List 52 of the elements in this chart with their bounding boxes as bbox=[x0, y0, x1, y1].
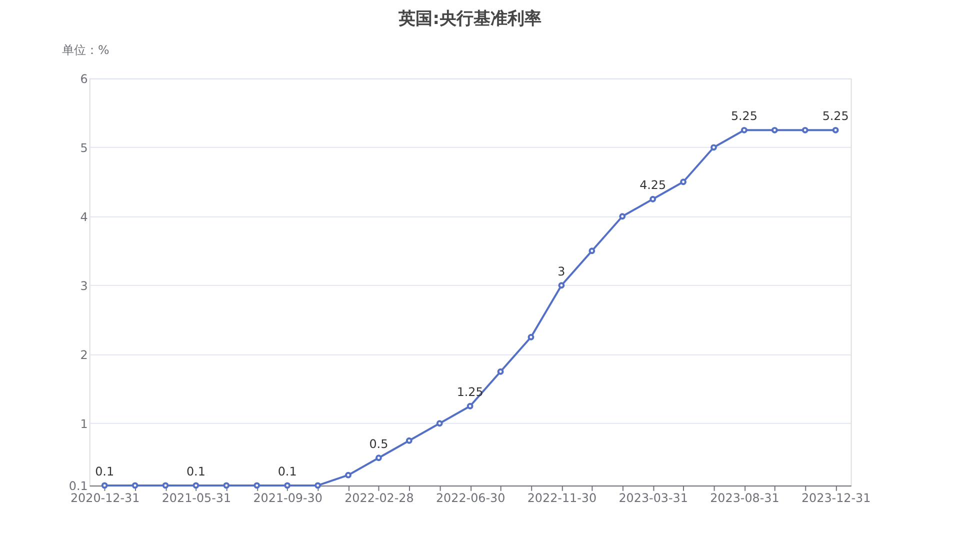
data-label: 0.5 bbox=[369, 436, 388, 451]
data-label: 5.25 bbox=[822, 109, 849, 124]
point bbox=[710, 144, 717, 151]
x-tick-label: 2021-05-31 bbox=[162, 490, 232, 505]
y-tick-label: 0.1 bbox=[68, 478, 88, 493]
point bbox=[680, 178, 686, 186]
x-tick-label: 2023-08-31 bbox=[710, 490, 780, 505]
point bbox=[254, 482, 260, 489]
point bbox=[345, 472, 352, 478]
y-tick-label: 5 bbox=[80, 140, 88, 155]
point bbox=[558, 282, 565, 289]
y-tick-label: 3 bbox=[80, 278, 88, 293]
point bbox=[314, 482, 321, 489]
x-tick-label: 2020-12-31 bbox=[70, 490, 140, 505]
point bbox=[436, 420, 443, 427]
point bbox=[497, 368, 504, 375]
y-tick-label: 1 bbox=[80, 416, 88, 431]
point bbox=[375, 454, 382, 462]
data-label: 4.25 bbox=[640, 178, 666, 192]
point bbox=[223, 482, 230, 489]
point bbox=[650, 196, 656, 202]
x-tick-label: 2023-12-31 bbox=[801, 490, 871, 505]
point bbox=[101, 482, 108, 489]
point bbox=[771, 126, 778, 134]
point bbox=[406, 437, 412, 444]
point bbox=[162, 482, 169, 489]
y-axis-title: 单位：% bbox=[62, 43, 110, 58]
x-tick-label: 2021-09-30 bbox=[253, 490, 322, 505]
point bbox=[132, 482, 138, 489]
chart-title: 英国:央行基准利率 bbox=[398, 8, 542, 28]
point bbox=[466, 402, 474, 410]
point bbox=[619, 213, 626, 220]
data-label: 1.25 bbox=[456, 385, 484, 400]
point bbox=[802, 126, 808, 134]
x-tick-label: 2022-02-28 bbox=[344, 490, 414, 505]
data-label: 0.1 bbox=[186, 464, 206, 479]
point bbox=[284, 482, 291, 489]
y-tick-label: 2 bbox=[80, 348, 88, 362]
point bbox=[192, 482, 200, 489]
y-tick-label: 6 bbox=[80, 72, 88, 86]
point bbox=[832, 126, 839, 134]
x-tick-label: 2022-06-30 bbox=[436, 490, 506, 505]
point bbox=[740, 126, 748, 134]
x-tick-label: 2022-11-30 bbox=[527, 490, 597, 505]
data-label: 3 bbox=[558, 264, 566, 278]
data-label: 0.1 bbox=[278, 464, 297, 479]
point bbox=[528, 334, 534, 340]
data-label: 5.25 bbox=[730, 109, 758, 124]
data-label: 0.1 bbox=[95, 464, 114, 479]
x-tick-label: 2023-03-31 bbox=[618, 490, 688, 505]
point bbox=[588, 248, 596, 254]
y-tick-label: 4 bbox=[80, 210, 88, 224]
